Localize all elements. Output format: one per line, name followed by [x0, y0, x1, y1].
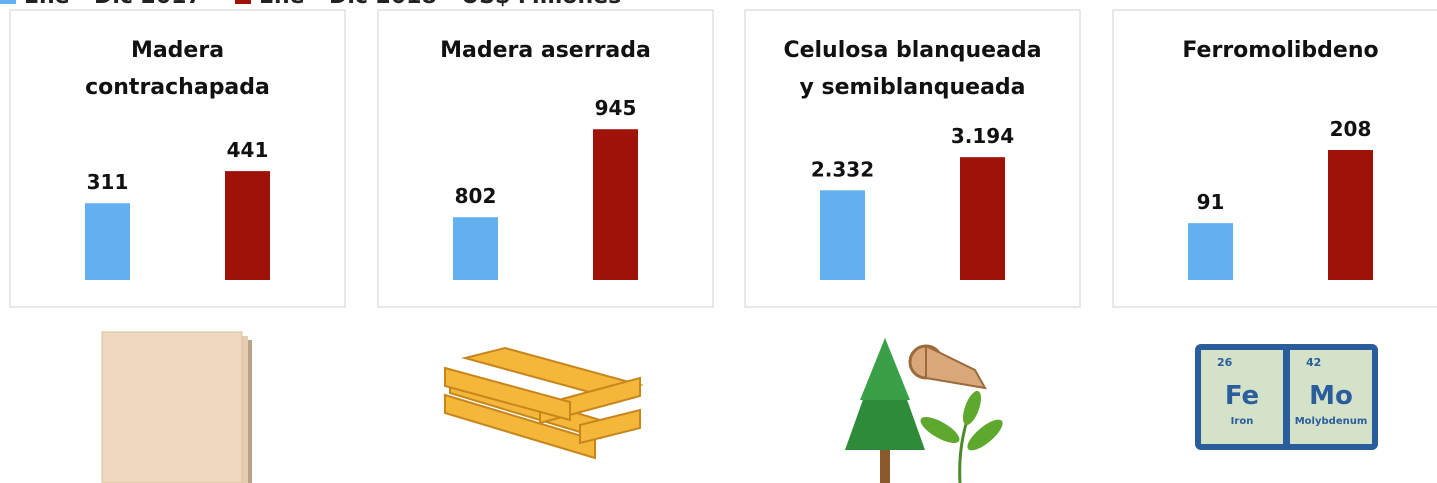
data-label: 441: [227, 138, 269, 162]
data-label: 208: [1330, 117, 1372, 141]
page: Ene - Dic 2017 Ene - Dic 2018 - US$ Millo…: [0, 0, 1437, 483]
bar: [1328, 150, 1373, 280]
bar: [225, 171, 270, 280]
element-name: Molybdenum: [1295, 416, 1368, 427]
bar: [1188, 223, 1233, 280]
chart-title: Celulosa blanqueada: [783, 38, 1041, 63]
legend-swatch: [235, 0, 251, 4]
element-symbol: Fe: [1225, 381, 1259, 411]
bar: [593, 129, 638, 280]
bar: [85, 203, 130, 280]
legend-label: Ene - Dic 2017: [24, 0, 202, 9]
element-name: Iron: [1231, 416, 1254, 427]
plywood-icon: [102, 332, 252, 483]
chart-title: y semiblanqueada: [799, 75, 1025, 100]
element-symbol: Mo: [1309, 381, 1353, 411]
data-label: 91: [1197, 190, 1225, 214]
data-label: 311: [87, 170, 129, 194]
data-label: 2.332: [811, 157, 874, 181]
data-label: 802: [455, 184, 497, 208]
data-label: 3.194: [951, 124, 1014, 148]
legend-swatch: [0, 0, 16, 4]
data-label: 945: [595, 96, 637, 120]
bar: [453, 217, 498, 280]
chart-title: Ferromolibdeno: [1182, 38, 1378, 63]
chart-title: Madera aserrada: [440, 38, 651, 63]
element-number: 26: [1217, 356, 1233, 369]
chart-title: Madera: [131, 38, 224, 63]
element-number: 42: [1306, 356, 1321, 369]
chart-title: contrachapada: [85, 75, 270, 100]
bar: [820, 190, 865, 280]
bar: [960, 157, 1005, 280]
lumber-icon: [445, 348, 640, 458]
tree-icon: [845, 338, 1007, 483]
legend-label: Ene - Dic 2018 - US$ Millones: [259, 0, 621, 9]
